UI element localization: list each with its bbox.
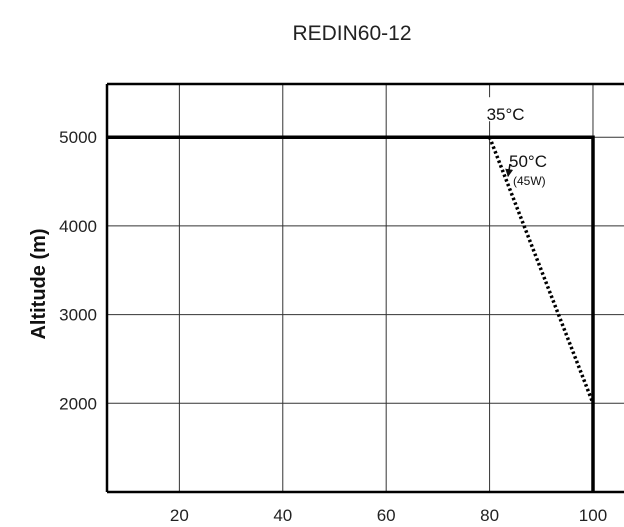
series-layer	[107, 135, 595, 492]
plot-frame	[105, 82, 624, 494]
label-45w: (45W)	[513, 174, 546, 188]
label-50c: 50°C	[509, 152, 547, 171]
annotations: 35°C 50°C (45W)	[484, 97, 547, 188]
chart-title: REDIN60-12	[292, 22, 411, 45]
tick-labels: 20 40 60 80 100 2000 3000 4000 5000	[59, 128, 607, 525]
y-axis-label: Altitude (m)	[28, 228, 50, 339]
series-line-35c	[107, 135, 595, 492]
x-tick-label-80: 80	[480, 506, 499, 525]
x-tick-label-20: 20	[170, 506, 189, 525]
label-35c: 35°C	[487, 105, 525, 124]
y-tick-label-3000: 3000	[59, 306, 97, 325]
y-tick-label-4000: 4000	[59, 217, 97, 236]
x-tick-label-60: 60	[377, 506, 396, 525]
label-35-background	[484, 97, 547, 122]
arrow-50c	[505, 163, 514, 178]
x-tick-label-40: 40	[273, 506, 292, 525]
y-tick-label-5000: 5000	[59, 128, 97, 147]
x-tick-label-100: 100	[579, 506, 607, 525]
y-tick-label-2000: 2000	[59, 394, 97, 413]
